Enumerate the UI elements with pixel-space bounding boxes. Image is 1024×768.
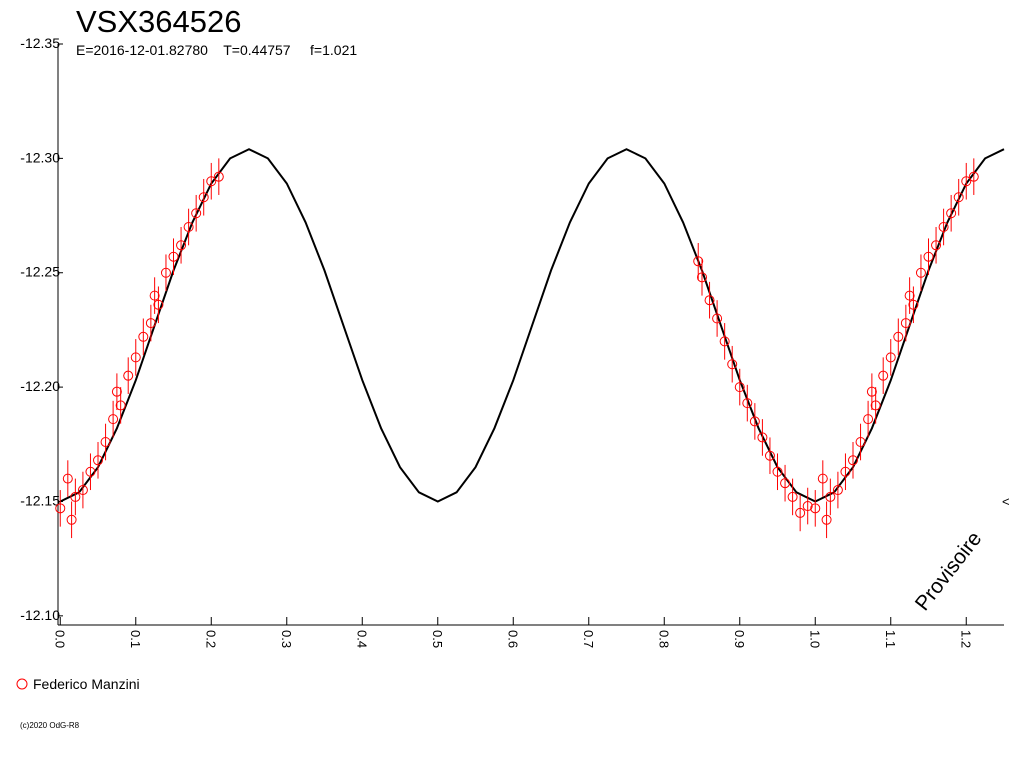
x-tick-label: 1.2 <box>958 630 973 648</box>
y-tick-label: -12.10 <box>20 607 60 623</box>
data-point <box>817 473 828 484</box>
data-point <box>66 514 77 525</box>
data-point <box>55 503 66 514</box>
legend-label: Federico Manzini <box>33 676 140 692</box>
data-point <box>780 478 791 489</box>
data-point <box>719 336 730 347</box>
data-point <box>160 267 171 278</box>
x-tick-label: 0.5 <box>430 630 445 648</box>
data-point <box>149 290 160 301</box>
data-point <box>893 331 904 342</box>
data-point <box>757 432 768 443</box>
data-point <box>938 221 949 232</box>
data-point <box>863 414 874 425</box>
data-point <box>764 450 775 461</box>
data-point <box>878 370 889 381</box>
data-point <box>697 272 708 283</box>
x-tick-label: 0.7 <box>581 630 596 648</box>
data-point <box>206 176 217 187</box>
data-point <box>100 437 111 448</box>
x-tick-label: 0.8 <box>656 630 671 648</box>
data-point <box>153 299 164 310</box>
data-point <box>712 313 723 324</box>
data-point <box>168 251 179 262</box>
data-point <box>772 466 783 477</box>
chart-subtitle: E=2016-12-01.82780 T=0.44757 f=1.021 <box>76 42 357 58</box>
data-point <box>77 485 88 496</box>
data-point <box>145 318 156 329</box>
data-point <box>870 400 881 411</box>
data-point <box>840 466 851 477</box>
data-point <box>904 290 915 301</box>
data-point <box>821 514 832 525</box>
data-point <box>825 491 836 502</box>
data-point <box>734 382 745 393</box>
chart-title: VSX364526 <box>76 4 241 39</box>
y-tick-label: -12.30 <box>20 149 60 165</box>
data-point <box>213 171 224 182</box>
data-point <box>848 455 859 466</box>
data-point <box>93 455 104 466</box>
x-tick-label: 1.1 <box>883 630 898 648</box>
data-point <box>130 352 141 363</box>
data-point <box>885 352 896 363</box>
data-point <box>693 256 704 267</box>
data-point <box>787 491 798 502</box>
data-point <box>968 171 979 182</box>
data-point <box>908 299 919 310</box>
data-point <box>62 473 73 484</box>
watermark: Provisoire <box>911 527 987 615</box>
x-tick-label: 0.3 <box>279 630 294 648</box>
y-tick-label: -12.35 <box>20 35 60 51</box>
data-point <box>749 416 760 427</box>
data-point <box>900 318 911 329</box>
data-point <box>931 240 942 251</box>
data-point <box>123 370 134 381</box>
fit-curve <box>59 148 1005 503</box>
data-point <box>866 386 877 397</box>
data-point <box>85 466 96 477</box>
data-point <box>704 295 715 306</box>
y-tick-label: -12.20 <box>20 378 60 394</box>
x-tick-label: 0.9 <box>732 630 747 648</box>
data-point <box>855 437 866 448</box>
data-point <box>138 331 149 342</box>
data-point <box>108 414 119 425</box>
data-point <box>111 386 122 397</box>
x-tick-label: 1.0 <box>807 630 822 648</box>
data-point <box>176 240 187 251</box>
legend-marker <box>16 678 28 690</box>
x-tick-label: 0.0 <box>52 630 67 648</box>
edge-marker: < <box>1002 494 1010 509</box>
y-tick-label: -12.25 <box>20 264 60 280</box>
data-point <box>115 400 126 411</box>
data-point <box>802 501 813 512</box>
data-point <box>953 192 964 203</box>
y-tick-label: -12.15 <box>20 492 60 508</box>
data-point <box>191 208 202 219</box>
x-tick-label: 0.2 <box>203 630 218 648</box>
data-point <box>70 491 81 502</box>
data-point <box>946 208 957 219</box>
x-tick-label: 0.4 <box>354 630 369 648</box>
x-tick-label: 0.6 <box>505 630 520 648</box>
data-point <box>198 192 209 203</box>
data-point <box>742 398 753 409</box>
data-point <box>183 221 194 232</box>
data-point <box>810 503 821 514</box>
copyright: (c)2020 OdG-R8 <box>20 721 80 730</box>
data-point <box>915 267 926 278</box>
data-point <box>727 359 738 370</box>
data-point <box>795 507 806 518</box>
data-point <box>923 251 934 262</box>
x-tick-label: 0.1 <box>128 630 143 648</box>
data-point <box>832 485 843 496</box>
data-point <box>961 176 972 187</box>
